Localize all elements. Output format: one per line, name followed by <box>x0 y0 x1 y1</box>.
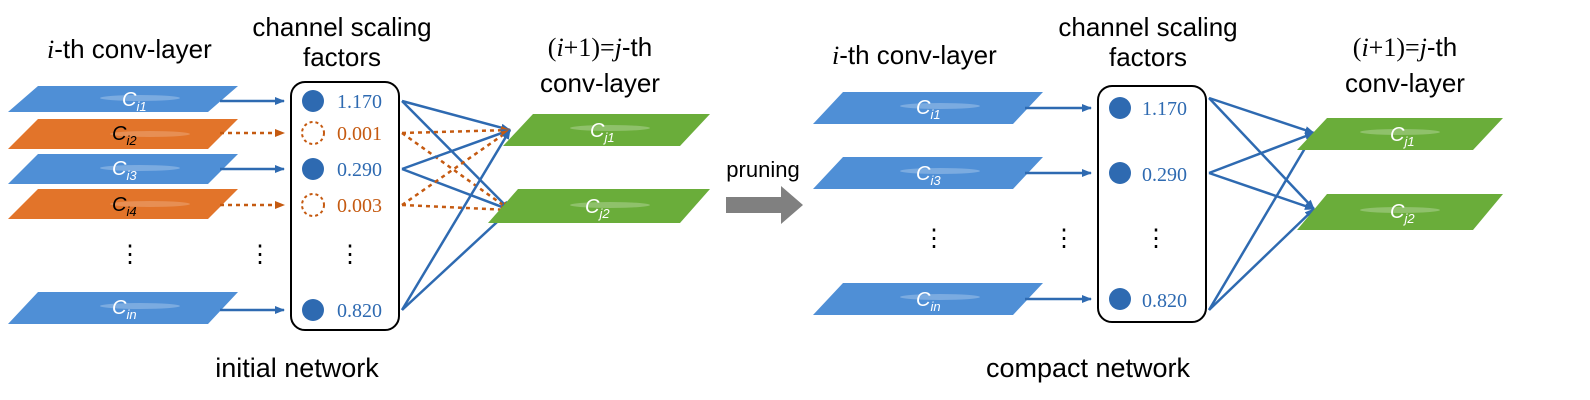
initial-factor-ellipsis: ⋮ <box>338 241 362 268</box>
initial-factor-value-n: 0.820 <box>337 300 382 322</box>
compact-factor-value-1: 1.170 <box>1142 98 1187 120</box>
pruning-label: pruning <box>726 157 799 182</box>
initial-network-caption: initial network <box>215 353 379 383</box>
compact-channel-i1-label: Ci1 <box>916 97 941 122</box>
initial-factor-box <box>290 81 400 331</box>
compact-factor-dot-1 <box>1109 97 1131 119</box>
compact-factor-value-3: 0.290 <box>1142 164 1187 186</box>
compact-connections <box>1207 96 1316 311</box>
compact-arrow-ellipsis: ⋮ <box>1052 225 1076 252</box>
initial-factor-dot-4-pruned <box>301 193 325 217</box>
initial-factor-value-2: 0.001 <box>337 123 382 145</box>
compact-factor-dot-n <box>1109 288 1131 310</box>
compact-i-conv-title: i-th conv-layer <box>832 40 997 70</box>
initial-arrow-ellipsis: ⋮ <box>248 241 272 268</box>
compact-network-caption: compact network <box>986 353 1191 383</box>
initial-channel-i3: Ci3 <box>8 154 238 184</box>
initial-factor-value-1: 1.170 <box>337 91 382 113</box>
compact-channel-in-label: Cin <box>916 289 941 314</box>
initial-factor-dot-n <box>302 299 324 321</box>
pruning-transition: pruning <box>726 157 803 224</box>
initial-channel-j1-label: Cj1 <box>590 120 615 145</box>
initial-j-conv-title-line2: conv-layer <box>540 68 660 98</box>
compact-input-ellipsis: ⋮ <box>922 225 946 252</box>
initial-network: i-th conv-layer channel scaling factors … <box>8 12 710 383</box>
compact-scaling-title-line1: channel scaling <box>1058 12 1237 42</box>
compact-network: i-th conv-layer channel scaling factors … <box>813 12 1503 383</box>
initial-scaling-title-line1: channel scaling <box>252 12 431 42</box>
initial-channel-i3-label: Ci3 <box>112 158 137 183</box>
initial-channel-i4-label: Ci4 <box>112 194 137 219</box>
compact-channel-i1: Ci1 <box>813 92 1043 124</box>
compact-factor-ellipsis: ⋮ <box>1144 225 1168 252</box>
initial-connections <box>400 99 512 311</box>
initial-channel-in-label: Cin <box>112 297 137 322</box>
initial-j-conv-title-line1: (i+1)=j-th <box>548 32 652 62</box>
initial-channel-i2-label: Ci2 <box>112 123 137 148</box>
pruning-arrow-icon <box>726 186 803 224</box>
initial-channel-i4: Ci4 <box>8 189 238 219</box>
initial-i-conv-title: i-th conv-layer <box>47 34 212 64</box>
initial-factor-dot-2-pruned <box>301 121 325 145</box>
initial-channel-i1: Ci1 <box>8 86 238 114</box>
initial-channel-i2: Ci2 <box>8 119 238 149</box>
compact-factor-box <box>1097 85 1207 323</box>
initial-channel-j2-label: Cj2 <box>585 196 610 221</box>
compact-channel-in: Cin <box>813 283 1043 315</box>
initial-channel-i1-label: Ci1 <box>122 89 147 114</box>
initial-factor-dot-1 <box>302 90 324 112</box>
compact-channel-j1: Cj1 <box>1297 118 1503 150</box>
compact-channel-i3: Ci3 <box>813 157 1043 189</box>
initial-factor-value-3: 0.290 <box>337 159 382 181</box>
initial-channel-j1: Cj1 <box>503 114 710 146</box>
compact-factor-value-n: 0.820 <box>1142 290 1187 312</box>
compact-channel-j2: Cj2 <box>1297 194 1503 230</box>
initial-channel-in: Cin <box>8 292 238 324</box>
compact-j-conv-title-line2: conv-layer <box>1345 68 1465 98</box>
initial-input-ellipsis: ⋮ <box>118 241 142 268</box>
compact-j-conv-title-line1: (i+1)=j-th <box>1353 32 1457 62</box>
compact-factor-dot-3 <box>1109 162 1131 184</box>
initial-channel-j2: Cj2 <box>488 189 710 223</box>
compact-channel-j1-label: Cj1 <box>1390 124 1415 149</box>
compact-channel-j2-label: Cj2 <box>1390 201 1415 226</box>
initial-factor-dot-3 <box>302 158 324 180</box>
compact-channel-i3-label: Ci3 <box>916 163 941 188</box>
initial-factor-value-4: 0.003 <box>337 195 382 217</box>
compact-scaling-title-line2: factors <box>1109 42 1187 72</box>
initial-scaling-title-line2: factors <box>303 42 381 72</box>
